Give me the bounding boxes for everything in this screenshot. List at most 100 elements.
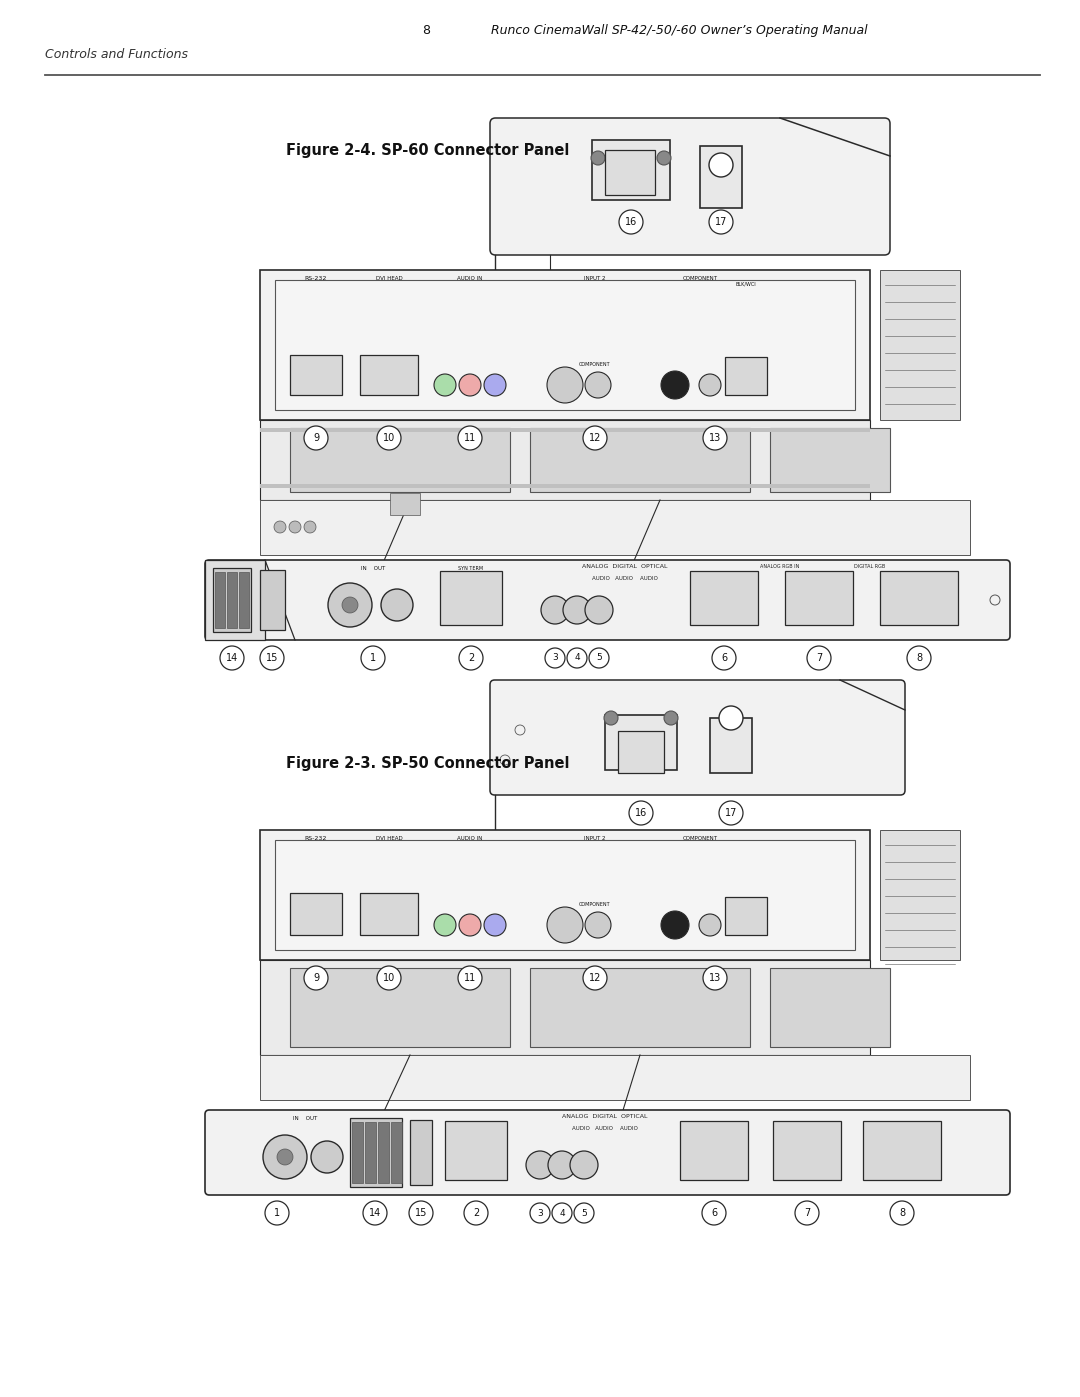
Circle shape xyxy=(328,583,372,627)
Text: 4: 4 xyxy=(575,654,580,662)
Circle shape xyxy=(260,645,284,671)
Text: DVI HEAD: DVI HEAD xyxy=(376,837,403,841)
Text: COMPONENT: COMPONENT xyxy=(579,902,611,908)
Bar xyxy=(618,731,664,773)
Text: 3: 3 xyxy=(537,1208,543,1218)
Text: 6: 6 xyxy=(721,652,727,664)
Text: RS-232: RS-232 xyxy=(305,837,327,841)
Circle shape xyxy=(458,426,482,450)
Circle shape xyxy=(289,521,301,534)
Circle shape xyxy=(573,1203,594,1222)
Circle shape xyxy=(546,367,583,402)
Text: 9: 9 xyxy=(313,972,319,983)
Circle shape xyxy=(604,711,618,725)
FancyBboxPatch shape xyxy=(205,560,1010,640)
Bar xyxy=(495,685,900,789)
Circle shape xyxy=(661,372,689,400)
Text: 15: 15 xyxy=(415,1208,428,1218)
Text: Runco CinemaWall SP-42/-50/-60 Owner’s Operating Manual: Runco CinemaWall SP-42/-50/-60 Owner’s O… xyxy=(491,24,868,38)
Text: AUDIO   AUDIO    AUDIO: AUDIO AUDIO AUDIO xyxy=(592,576,658,581)
FancyBboxPatch shape xyxy=(205,1111,1010,1194)
Bar xyxy=(215,571,225,629)
Circle shape xyxy=(890,1201,914,1225)
Bar xyxy=(352,1122,363,1183)
Text: 8: 8 xyxy=(422,24,431,38)
Bar xyxy=(260,830,870,960)
Text: INPUT 2: INPUT 2 xyxy=(584,275,606,281)
Bar xyxy=(725,897,767,935)
Circle shape xyxy=(264,1134,307,1179)
Circle shape xyxy=(719,705,743,731)
FancyBboxPatch shape xyxy=(490,117,890,256)
Circle shape xyxy=(464,1201,488,1225)
Text: RS-232: RS-232 xyxy=(305,275,327,281)
Text: AUDIO   AUDIO    AUDIO: AUDIO AUDIO AUDIO xyxy=(572,1126,638,1130)
Text: ANALOG RGB IN: ANALOG RGB IN xyxy=(760,563,799,569)
Text: 6: 6 xyxy=(711,1208,717,1218)
Circle shape xyxy=(629,800,653,826)
Circle shape xyxy=(545,648,565,668)
Text: 11: 11 xyxy=(464,972,476,983)
Text: 14: 14 xyxy=(369,1208,381,1218)
Text: 13: 13 xyxy=(708,972,721,983)
Text: 2: 2 xyxy=(468,652,474,664)
Bar xyxy=(260,427,870,432)
Circle shape xyxy=(552,1203,572,1222)
Circle shape xyxy=(220,645,244,671)
Bar xyxy=(880,571,958,624)
Text: 12: 12 xyxy=(589,433,602,443)
Bar xyxy=(260,960,870,1055)
Text: 8: 8 xyxy=(899,1208,905,1218)
Circle shape xyxy=(807,645,831,671)
Bar xyxy=(391,1122,402,1183)
Bar xyxy=(227,571,237,629)
Circle shape xyxy=(657,151,671,165)
Circle shape xyxy=(583,965,607,990)
Bar xyxy=(680,1120,748,1180)
Text: Figure 2-3. SP-50 Connector Panel: Figure 2-3. SP-50 Connector Panel xyxy=(286,756,570,771)
Circle shape xyxy=(526,1151,554,1179)
Bar xyxy=(410,1120,432,1185)
Polygon shape xyxy=(205,560,265,640)
Circle shape xyxy=(708,210,733,235)
Bar xyxy=(260,420,870,500)
Text: 9: 9 xyxy=(313,433,319,443)
Bar xyxy=(592,140,670,200)
Circle shape xyxy=(661,911,689,939)
Text: 7: 7 xyxy=(815,652,822,664)
Circle shape xyxy=(377,426,401,450)
Bar xyxy=(378,1122,389,1183)
Bar xyxy=(275,279,855,409)
Bar xyxy=(239,571,249,629)
Circle shape xyxy=(434,374,456,395)
Circle shape xyxy=(546,907,583,943)
Bar xyxy=(260,483,870,488)
Text: ANALOG  DIGITAL  OPTICAL: ANALOG DIGITAL OPTICAL xyxy=(582,563,667,569)
Bar xyxy=(770,968,890,1046)
Circle shape xyxy=(530,1203,550,1222)
Circle shape xyxy=(585,372,611,398)
Bar xyxy=(880,270,960,420)
Text: AUDIO IN: AUDIO IN xyxy=(457,275,483,281)
Bar xyxy=(350,1118,402,1187)
Text: IN    OUT: IN OUT xyxy=(361,566,386,570)
Bar xyxy=(213,569,251,631)
Text: DVI HEAD: DVI HEAD xyxy=(376,275,403,281)
Circle shape xyxy=(381,590,413,622)
Circle shape xyxy=(484,914,507,936)
Circle shape xyxy=(548,1151,576,1179)
Circle shape xyxy=(699,914,721,936)
Text: COMPONENT: COMPONENT xyxy=(579,362,611,367)
Circle shape xyxy=(303,426,328,450)
Text: 1: 1 xyxy=(274,1208,280,1218)
Bar xyxy=(605,715,677,770)
FancyBboxPatch shape xyxy=(490,680,905,795)
Text: 3: 3 xyxy=(552,654,558,662)
Text: ANALOG  DIGITAL  OPTICAL: ANALOG DIGITAL OPTICAL xyxy=(563,1113,648,1119)
Text: 8: 8 xyxy=(916,652,922,664)
Circle shape xyxy=(795,1201,819,1225)
Bar xyxy=(605,149,654,196)
Circle shape xyxy=(459,374,481,395)
Bar xyxy=(440,571,502,624)
Bar xyxy=(260,500,970,555)
